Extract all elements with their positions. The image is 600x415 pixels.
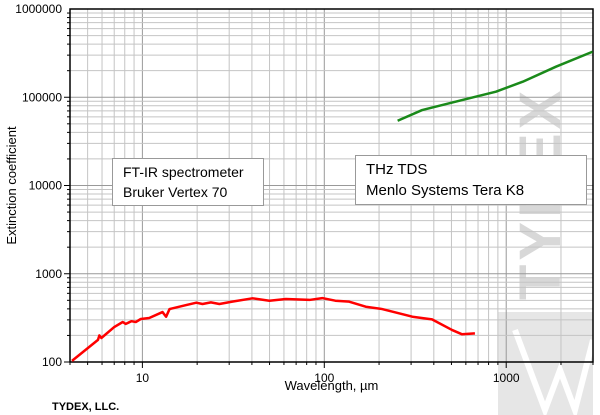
- x-tick-label: 100: [314, 371, 334, 385]
- y-tick-label: 100000: [22, 90, 62, 104]
- plot-frame: [69, 8, 594, 363]
- y-axis-label: Extinction coefficient: [4, 126, 19, 245]
- series-line-0: [71, 296, 476, 362]
- annotation-line: FT-IR spectrometer: [123, 164, 244, 180]
- y-tick-label: 1000000: [15, 2, 62, 16]
- series-line-1: [397, 50, 593, 122]
- annotation-line: Bruker Vertex 70: [123, 184, 228, 200]
- annotation-ftir: FT-IR spectrometer Bruker Vertex 70: [112, 158, 264, 206]
- watermark-logo-mark: [512, 328, 596, 415]
- y-tick-label: 1000: [35, 267, 62, 281]
- y-tick-label: 100: [42, 355, 62, 369]
- annotation-line: THz TDS: [366, 161, 428, 178]
- annotation-thz: THz TDS Menlo Systems Tera K8: [355, 155, 587, 205]
- annotation-line: Menlo Systems Tera K8: [366, 182, 525, 199]
- x-tick-label: 10: [136, 371, 150, 385]
- x-axis-label: Wavelength, µm: [285, 378, 379, 393]
- y-tick-label: 10000: [29, 179, 63, 193]
- x-tick-label: 1000: [493, 371, 520, 385]
- footer-company: TYDEX, LLC.: [52, 401, 120, 413]
